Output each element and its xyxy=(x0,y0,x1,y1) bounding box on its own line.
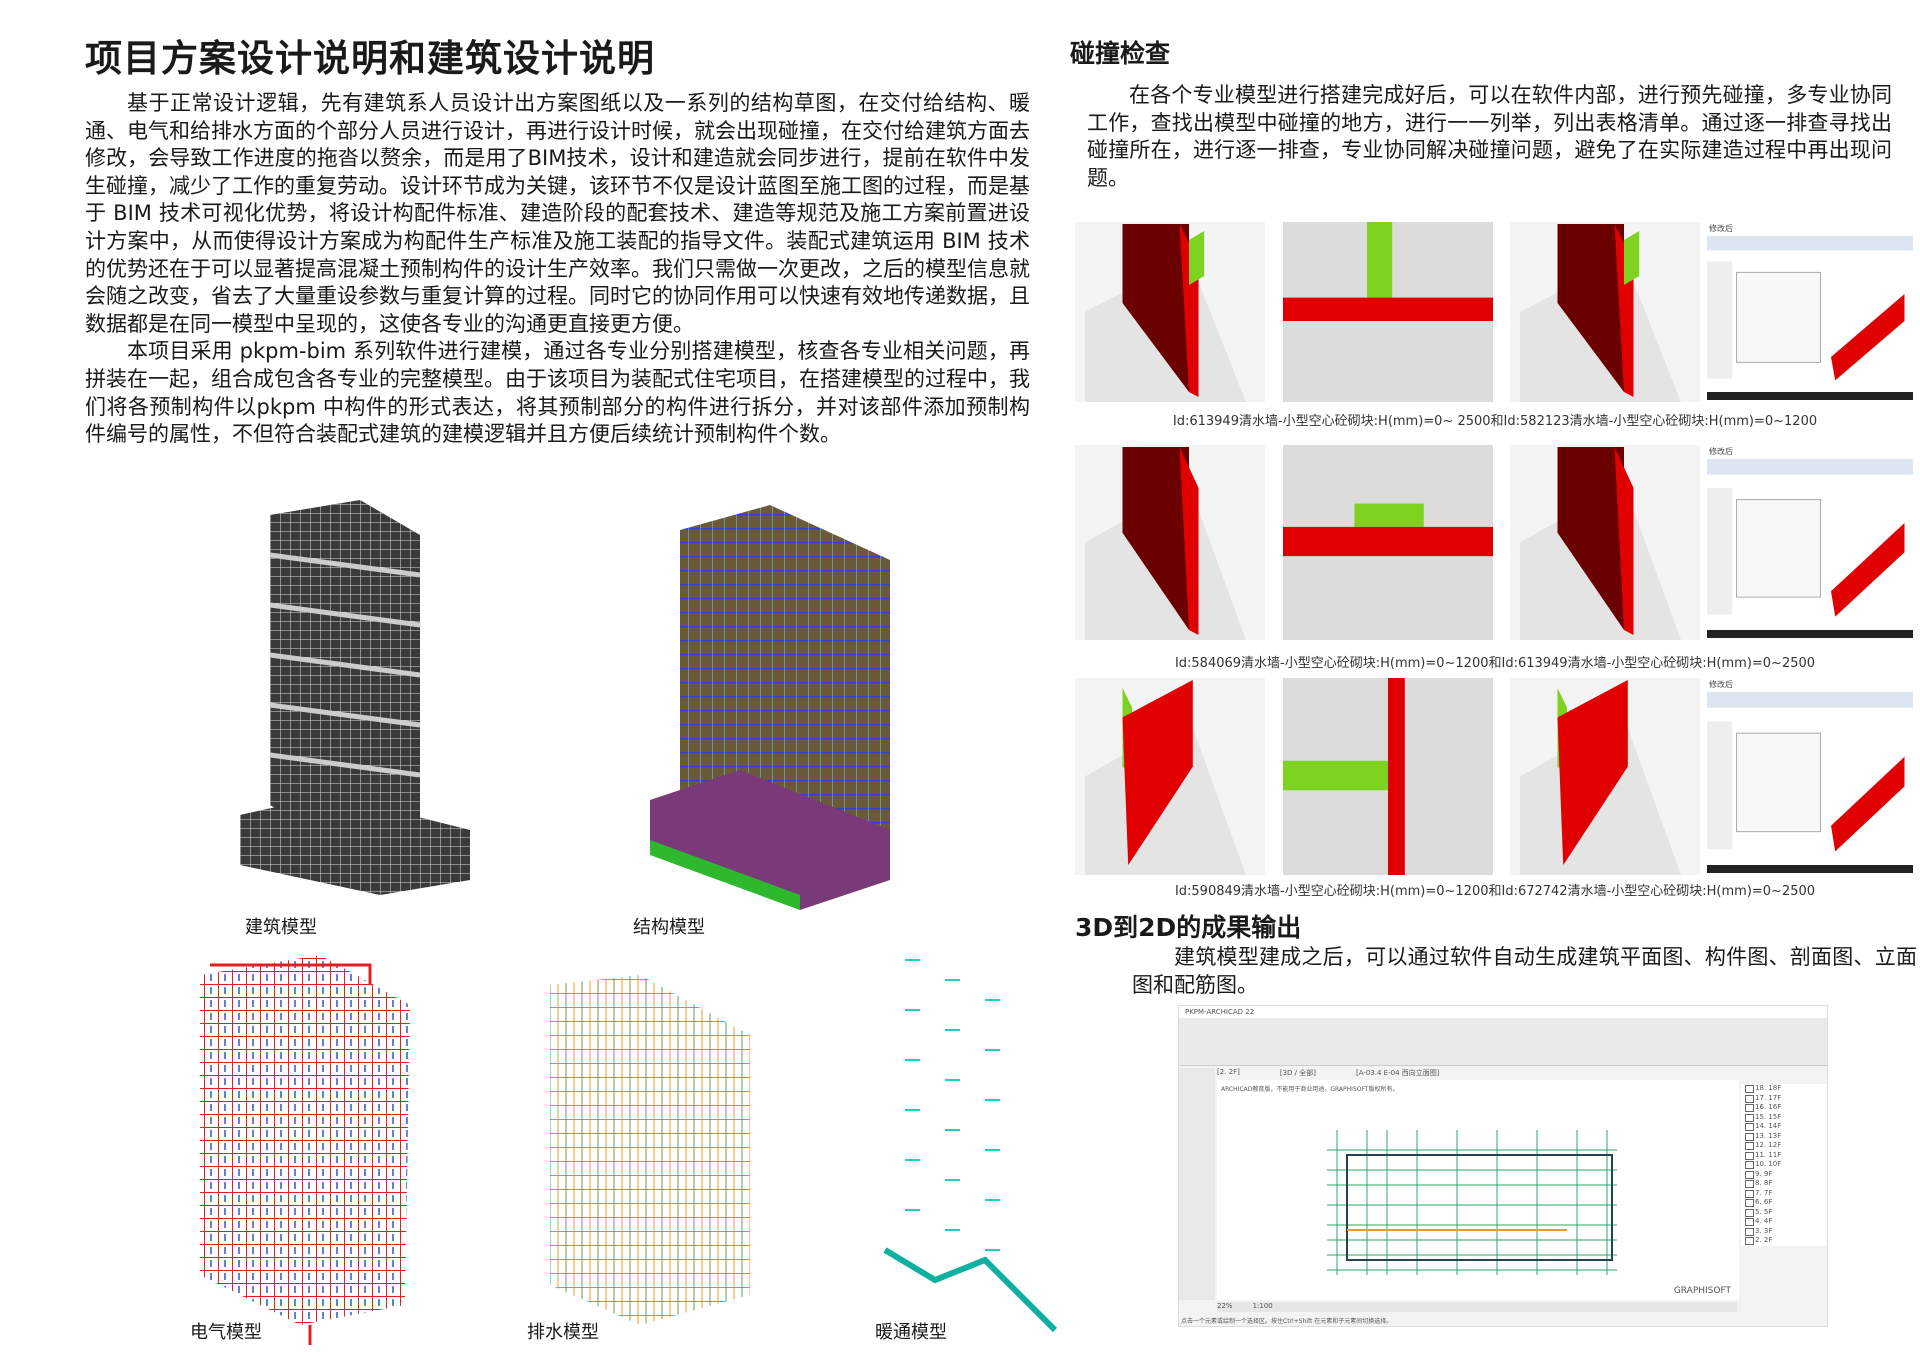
collision-report-screenshot xyxy=(1705,445,1915,640)
collision-caption-3: Id:590849清水墙-小型空心砼砌块:H(mm)=0~1200和Id:672… xyxy=(1174,884,1816,899)
floor-item[interactable]: 12. 12F xyxy=(1741,1141,1827,1151)
floor-item[interactable]: 3. 3F xyxy=(1741,1227,1827,1237)
collision-view-image xyxy=(1075,445,1265,640)
collision-paragraph: 在各个专业模型进行搭建完成好后，可以在软件内部，进行预先碰撞，多专业协同工作，查… xyxy=(1087,83,1892,190)
intro-paragraph-1: 基于正常设计逻辑，先有建筑系人员设计出方案图纸以及一系列的结构草图，在交付给结构… xyxy=(85,91,1030,336)
page-title: 项目方案设计说明和建筑设计说明 xyxy=(85,37,655,80)
edu-notice: ARCHICAD教育版，不能用于商业用途。GRAPHISOFT版权所有。 xyxy=(1221,1086,1399,1093)
collision-view-image xyxy=(1283,222,1493,402)
electrical-model-label: 电气模型 xyxy=(190,1322,262,1343)
floor-item[interactable]: 6. 6F xyxy=(1741,1198,1827,1208)
collision-report-screenshot xyxy=(1705,222,1915,402)
hvac-model-image xyxy=(883,959,1058,1333)
floor-item[interactable]: 17. 17F xyxy=(1741,1094,1827,1104)
electrical-model-image xyxy=(200,955,410,1345)
architecture-model-label: 建筑模型 xyxy=(245,917,317,938)
drainage-model-label: 排水模型 xyxy=(527,1322,599,1343)
collision-view-image xyxy=(1075,678,1265,875)
collision-view-image xyxy=(1283,445,1493,640)
hvac-model-label: 暖通模型 xyxy=(875,1322,947,1343)
intro-text: 基于正常设计逻辑，先有建筑系人员设计出方案图纸以及一系列的结构草图，在交付给结构… xyxy=(85,90,1030,449)
toolbar[interactable] xyxy=(1179,1018,1827,1066)
floor-item[interactable]: 10. 10F xyxy=(1741,1160,1827,1170)
floor-item[interactable]: 18. 18F xyxy=(1741,1084,1827,1094)
collision-view-image xyxy=(1075,222,1265,402)
collision-view-image xyxy=(1510,445,1700,640)
collision-view-image xyxy=(1510,222,1700,402)
collision-report-screenshot xyxy=(1705,678,1915,875)
floor-item[interactable]: 5. 5F xyxy=(1741,1208,1827,1218)
zoom-level[interactable]: 22% xyxy=(1217,1302,1233,1310)
collision-view-image xyxy=(1510,678,1700,875)
floor-item[interactable]: 15. 15F xyxy=(1741,1113,1827,1123)
floor-item[interactable]: 13. 13F xyxy=(1741,1132,1827,1142)
collision-view-image xyxy=(1283,678,1493,875)
drainage-model-image xyxy=(550,975,750,1325)
tab-3d[interactable]: [3D / 全部] xyxy=(1279,1069,1316,1077)
floor-item[interactable]: 7. 7F xyxy=(1741,1189,1827,1199)
collision-text: 在各个专业模型进行搭建完成好后，可以在软件内部，进行预先碰撞，多专业协同工作，查… xyxy=(1087,82,1892,192)
floor-item[interactable]: 4. 4F xyxy=(1741,1217,1827,1227)
collision-caption-2: Id:584069清水墙-小型空心砼砌块:H(mm)=0~1200和Id:613… xyxy=(1174,656,1816,671)
output-paragraph: 建筑模型建成之后，可以通过软件自动生成建筑平面图、构件图、剖面图、立面图和配筋图… xyxy=(1132,945,1917,997)
toolbox-palette[interactable] xyxy=(1179,1068,1215,1300)
output-title: 3D到2D的成果输出 xyxy=(1075,913,1302,942)
navigator-floor-list[interactable]: 18. 18F 17. 17F 16. 16F 15. 15F 14. 14F 13. 1… xyxy=(1741,1084,1827,1246)
graphisoft-brand: GRAPHISOFT xyxy=(1673,1286,1731,1296)
plan-canvas[interactable]: ARCHICAD教育版，不能用于商业用途。GRAPHISOFT版权所有。 GRA… xyxy=(1217,1080,1739,1300)
floor-item[interactable]: 11. 11F xyxy=(1741,1151,1827,1161)
status-bar: 点击一个元素或绘制一个选择区。按住Ctrl+Shift 在元素和子元素间切换选择… xyxy=(1181,1318,1393,1325)
tab-floor-plan[interactable]: [2. 2F] xyxy=(1217,1068,1240,1076)
modified-label: 修改后 xyxy=(1709,680,1733,689)
intro-paragraph-2: 本项目采用 pkpm-bim 系列软件进行建模，通过各专业分别搭建模型，核查各专… xyxy=(85,339,1030,447)
scale-value[interactable]: 1:100 xyxy=(1252,1302,1273,1310)
collision-caption-1: Id:613949清水墙-小型空心砼砌块:H(mm)=0~ 2500和Id:58… xyxy=(1172,414,1818,429)
modified-label: 修改后 xyxy=(1709,447,1733,456)
tab-elevation[interactable]: [A-03.4 E-04 西向立面图] xyxy=(1355,1069,1440,1077)
floor-item[interactable]: 2. 2F xyxy=(1741,1236,1827,1246)
floor-item[interactable]: 9. 9F xyxy=(1741,1170,1827,1180)
floor-item[interactable]: 14. 14F xyxy=(1741,1122,1827,1132)
floor-plan-drawing xyxy=(1327,1130,1617,1275)
archicad-window: PKPM-ARCHICAD 22 [2. 2F] [3D / 全部] [A-03… xyxy=(1178,1005,1828,1327)
modified-label: 修改后 xyxy=(1709,224,1733,233)
floor-item[interactable]: 8. 8F xyxy=(1741,1179,1827,1189)
architecture-model-image xyxy=(240,500,470,895)
floor-item[interactable]: 16. 16F xyxy=(1741,1103,1827,1113)
structure-model-image xyxy=(650,505,890,910)
window-title: PKPM-ARCHICAD 22 xyxy=(1179,1006,1827,1018)
collision-title: 碰撞检查 xyxy=(1070,39,1171,68)
structure-model-label: 结构模型 xyxy=(633,917,705,938)
